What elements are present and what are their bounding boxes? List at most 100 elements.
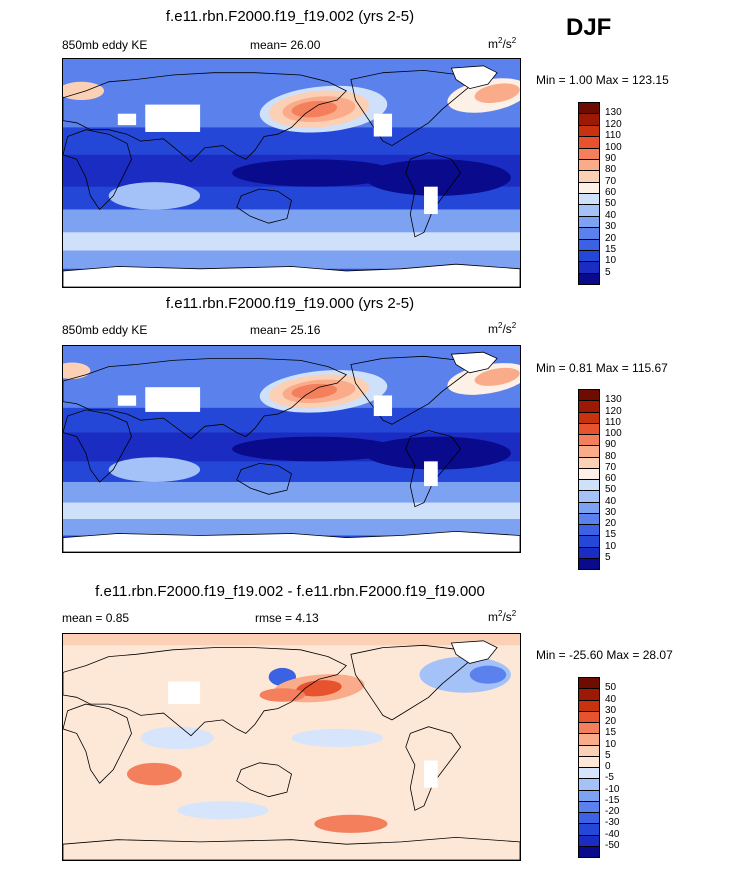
coastline-antarctica (63, 530, 520, 552)
colorbar-swatch (578, 834, 600, 847)
colorbar-swatch (578, 170, 600, 183)
coastline-australia (236, 762, 292, 798)
colorbar-tick-label: 50 (605, 198, 617, 210)
tropical-minimum-central (232, 159, 397, 187)
mediterranean-max (63, 362, 91, 379)
colorbar-tick-label: 40 (605, 693, 617, 705)
north-atlantic-negative-core (469, 665, 507, 684)
colorbar-swatch (578, 710, 600, 723)
colorbar-swatch (578, 249, 600, 263)
colorbar-tick-label: -30 (605, 817, 620, 829)
indian-ocean-max (108, 182, 201, 210)
colorbar-tick-label: 60 (605, 187, 617, 198)
coastline-s-america (405, 152, 462, 238)
colorbar-tick-label: 120 (605, 405, 622, 417)
colorbar-swatch (578, 557, 600, 570)
panel2-map-svg (63, 346, 520, 552)
panel2-minmax: Min = 0.81 Max = 115.67 (536, 361, 668, 375)
colorbar-tick-label: 5 (605, 266, 611, 278)
colorbar-swatch (578, 272, 600, 285)
colorbar-tick-label: 50 (605, 682, 617, 694)
panel1-variable-label: 850mb eddy KE (62, 38, 148, 52)
southern-ocean-storm-track (63, 232, 520, 251)
colorbar-swatch (578, 400, 600, 413)
coastline-n-america (350, 69, 471, 147)
negative-patch-pacific (291, 728, 383, 747)
andes-missing (424, 186, 438, 215)
panel3-rmse-label: rmse = 4.13 (255, 611, 319, 625)
colorbar-swatch (578, 699, 600, 712)
colorbar-tick-label: -5 (605, 772, 614, 784)
panel3-units-label: m2/s2 (488, 609, 517, 624)
colorbar-tick-label: 90 (605, 439, 617, 451)
north-atlantic-core (474, 367, 520, 386)
panel2-units-label: m2/s2 (488, 321, 517, 336)
colorbar-swatch (578, 411, 600, 424)
colorbar-tick-label: 60 (605, 473, 617, 484)
panel3-mean-label: mean = 0.85 (62, 611, 130, 625)
colorbar-swatch (578, 524, 600, 537)
colorbar-tick-label: 110 (605, 130, 621, 142)
colorbar-tick-label: 80 (605, 164, 617, 176)
colorbar-tick-label: 130 (605, 394, 622, 406)
indian-ocean-max (108, 457, 201, 482)
colorbar-swatch (578, 823, 600, 836)
panel3-map-svg (63, 634, 520, 860)
north-pacific-core (291, 383, 338, 399)
colorbar-tick-label: -20 (605, 806, 620, 817)
coastline-africa (63, 129, 132, 211)
colorbar-tick-label: 15 (605, 727, 617, 739)
andes-missing (424, 760, 438, 788)
colorbar-tick-label: 30 (605, 704, 617, 716)
north-pacific-positive-west (259, 688, 306, 702)
colorbar-swatch (578, 215, 600, 229)
coastline-australia (236, 188, 292, 224)
colorbar-swatch (578, 147, 600, 160)
colorbar-swatch (578, 124, 600, 138)
colorbar-swatch (578, 778, 600, 791)
panel3-map (62, 633, 521, 861)
colorbar-swatch (578, 755, 600, 768)
panel2-title: f.e11.rbn.F2000.f19_f19.000 (yrs 2-5) (165, 295, 415, 312)
panel1-map (62, 58, 521, 288)
panel1-map-svg (63, 59, 520, 287)
tibet-missing (145, 104, 201, 132)
panel1-title: f.e11.rbn.F2000.f19_f19.002 (yrs 2-5) (165, 8, 415, 25)
colorbar-tick-label: -40 (605, 828, 620, 840)
tibet-missing (145, 387, 201, 412)
colorbar-tick-label: 30 (605, 506, 617, 518)
colorbar-swatch (578, 845, 600, 858)
panel3-minmax: Min = -25.60 Max = 28.07 (536, 648, 673, 662)
colorbar-tick-label: 30 (605, 221, 617, 233)
andes-missing (424, 461, 438, 487)
mediterranean-max (63, 81, 105, 101)
coastline-greenland (450, 65, 498, 90)
colorbar-tick-label: 20 (605, 518, 617, 529)
coastline-europe-asia (63, 72, 347, 163)
colorbar-tick-label: 110 (605, 416, 621, 428)
colorbar-swatch (578, 688, 600, 701)
colorbar-swatch (578, 744, 600, 757)
colorbar-tick-label: 90 (605, 152, 617, 164)
coastline-n-america (350, 644, 471, 721)
negative-patch-south (177, 801, 269, 820)
season-label: DJF (566, 14, 612, 41)
colorbar-tick-label: 100 (605, 428, 622, 439)
colorbar-swatch (578, 512, 600, 525)
colorbar-swatch (578, 261, 600, 274)
panel2-colorbar: 5 10 15 20 30 40 50 60 70 80 90 100 110 120 130 (578, 389, 638, 570)
coastline-s-america (405, 430, 462, 508)
colorbar-swatch (578, 422, 600, 435)
colorbar-swatch (578, 158, 600, 172)
north-pacific-positive-core (296, 680, 342, 697)
north-atlantic-core (474, 83, 520, 104)
colorbar-tick-label: 70 (605, 175, 617, 187)
colorbar-swatch (578, 102, 600, 115)
southern-ocean-positive (314, 814, 388, 833)
colorbar-tick-label: 20 (605, 716, 617, 727)
indian-ocean-positive (126, 762, 182, 786)
coastline-greenland (450, 351, 498, 374)
colorbar-tick-label: -10 (605, 783, 620, 795)
arctic-band (63, 634, 520, 646)
colorbar-swatch (578, 677, 600, 690)
